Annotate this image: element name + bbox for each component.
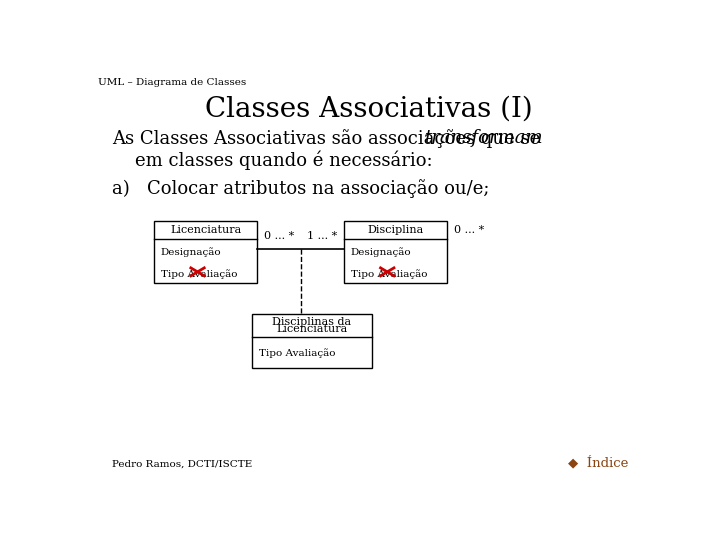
Text: Licenciatura: Licenciatura <box>170 225 241 235</box>
Text: Licenciatura: Licenciatura <box>276 324 348 334</box>
Text: Tipo Avaliação: Tipo Avaliação <box>351 269 427 279</box>
Text: Designação: Designação <box>351 247 411 257</box>
Text: 0 ... *: 0 ... * <box>264 231 294 241</box>
Text: UML – Diagrama de Classes: UML – Diagrama de Classes <box>99 78 247 87</box>
Text: 1 ... *: 1 ... * <box>307 231 337 241</box>
Text: Tipo Avaliação: Tipo Avaliação <box>161 269 238 279</box>
Text: Tipo Avaliação: Tipo Avaliação <box>258 348 335 358</box>
Bar <box>252 314 372 368</box>
Bar <box>344 221 447 283</box>
Bar <box>154 221 258 283</box>
Text: Pedro Ramos, DCTI/ISCTE: Pedro Ramos, DCTI/ISCTE <box>112 460 253 469</box>
Text: Disciplinas da: Disciplinas da <box>272 318 351 327</box>
Text: transformam: transformam <box>423 129 542 147</box>
Text: Disciplina: Disciplina <box>367 225 423 235</box>
Text: em classes quando é necessário:: em classes quando é necessário: <box>112 150 433 170</box>
Text: As Classes Associativas são associações que se: As Classes Associativas são associações … <box>112 129 546 148</box>
Text: ◆  Índice: ◆ Índice <box>568 455 629 469</box>
Text: 0 ... *: 0 ... * <box>454 225 484 235</box>
Text: Designação: Designação <box>161 247 222 257</box>
Text: a)   Colocar atributos na associação ou/e;: a) Colocar atributos na associação ou/e; <box>112 179 490 198</box>
Text: Classes Associativas (I): Classes Associativas (I) <box>205 96 533 123</box>
